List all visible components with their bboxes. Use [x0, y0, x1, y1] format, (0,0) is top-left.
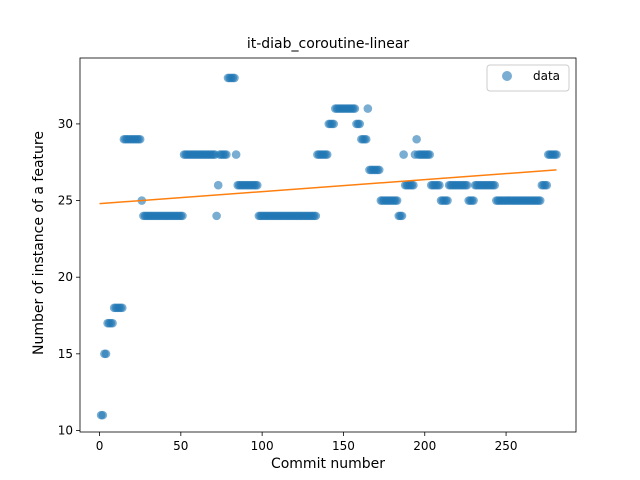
data-point: [350, 104, 360, 113]
data-point: [552, 150, 561, 159]
data-point: [535, 196, 545, 205]
data-point: [374, 165, 384, 175]
data-point: [409, 180, 418, 190]
data-point: [490, 180, 499, 190]
data-point: [252, 180, 262, 190]
data-point: [425, 150, 434, 159]
data-point: [135, 134, 145, 144]
trend-line: [99, 169, 557, 205]
plot-marks: [96, 73, 561, 420]
y-tick-label: 30: [58, 117, 73, 131]
y-axis-ticks: 10 15 20 25 30: [58, 117, 80, 437]
data-point: [101, 349, 111, 359]
data-point: [108, 318, 117, 328]
data-point: [412, 134, 421, 144]
data-point: [322, 150, 332, 159]
x-axis-label: Commit number: [271, 456, 385, 472]
data-point: [363, 104, 373, 113]
data-point: [231, 150, 241, 159]
data-point: [98, 410, 108, 420]
data-point: [435, 180, 444, 190]
data-point: [230, 73, 239, 83]
plot-frame: [79, 57, 577, 433]
data-point: [213, 180, 223, 190]
x-tick-label: 250: [495, 439, 518, 453]
y-axis-label: Number of instance of a feature: [31, 131, 47, 355]
data-point: [397, 211, 407, 221]
x-tick-label: 50: [173, 439, 188, 453]
data-point: [361, 134, 371, 144]
x-tick-label: 0: [96, 439, 104, 453]
data-point: [212, 211, 221, 221]
y-tick-label: 20: [58, 270, 73, 284]
x-tick-label: 150: [332, 439, 355, 453]
chart-title: it-diab_coroutine-linear: [247, 36, 410, 52]
x-axis-ticks: 0 50 100 150 200 250: [96, 432, 518, 453]
data-point: [462, 180, 472, 190]
y-tick-label: 10: [58, 423, 73, 437]
data-point: [178, 211, 187, 221]
x-tick-label: 200: [413, 439, 436, 453]
data-point: [542, 180, 552, 190]
data-point: [222, 150, 231, 159]
data-point: [311, 211, 321, 221]
data-point: [355, 119, 365, 129]
y-tick-label: 15: [58, 347, 73, 361]
data-point: [329, 119, 338, 129]
data-point: [399, 150, 408, 159]
legend: data: [486, 64, 570, 92]
x-tick-label: 100: [251, 439, 274, 453]
y-tick-label: 25: [58, 194, 73, 208]
legend-marker: [502, 71, 512, 81]
data-point: [469, 196, 478, 205]
data-point: [117, 303, 127, 313]
data-point: [443, 196, 452, 205]
legend-label: data: [533, 69, 560, 83]
data-point: [392, 196, 402, 205]
